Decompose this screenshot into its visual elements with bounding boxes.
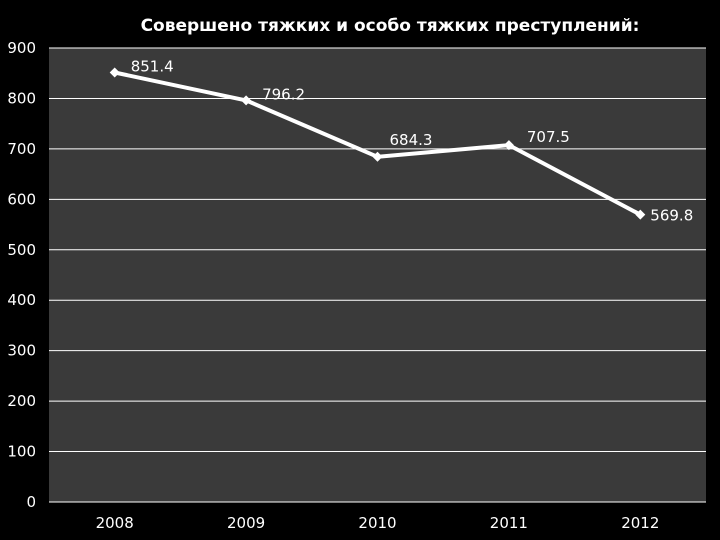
- x-axis-tick-labels: 2008 2009 2010 2011 2012: [96, 514, 660, 532]
- y-tick-label: 100: [7, 443, 36, 461]
- data-label: 851.4: [131, 58, 174, 76]
- x-tick-label: 2011: [490, 514, 528, 532]
- data-label: 569.8: [650, 207, 693, 225]
- y-tick-label: 300: [7, 342, 36, 360]
- y-tick-label: 800: [7, 89, 36, 107]
- data-label: 707.5: [527, 128, 570, 146]
- y-axis-tick-labels: 900 800 700 600 500 400 300 200 100 0: [7, 39, 36, 511]
- x-tick-label: 2010: [358, 514, 396, 532]
- y-tick-label: 0: [26, 493, 36, 511]
- gridlines: [49, 47, 706, 503]
- data-label: 684.3: [390, 131, 433, 149]
- data-point-marker: [372, 151, 383, 162]
- x-tick-label: 2008: [96, 514, 134, 532]
- y-tick-label: 900: [7, 39, 36, 57]
- data-labels: 851.4 796.2 684.3 707.5 569.8: [131, 58, 694, 225]
- data-point-marker: [241, 95, 252, 106]
- x-tick-label: 2012: [621, 514, 659, 532]
- y-tick-label: 600: [7, 190, 36, 208]
- data-point-marker: [109, 67, 120, 78]
- y-tick-label: 400: [7, 291, 36, 309]
- y-tick-label: 500: [7, 241, 36, 259]
- chart-title: Совершено тяжких и особо тяжких преступл…: [140, 16, 640, 36]
- y-tick-label: 700: [7, 140, 36, 158]
- data-point-marker: [503, 140, 514, 151]
- data-point-marker: [635, 209, 646, 220]
- data-label: 796.2: [262, 85, 305, 103]
- data-points: [109, 67, 646, 220]
- y-tick-label: 200: [7, 392, 36, 410]
- x-tick-label: 2009: [227, 514, 265, 532]
- plot-area: [49, 48, 706, 502]
